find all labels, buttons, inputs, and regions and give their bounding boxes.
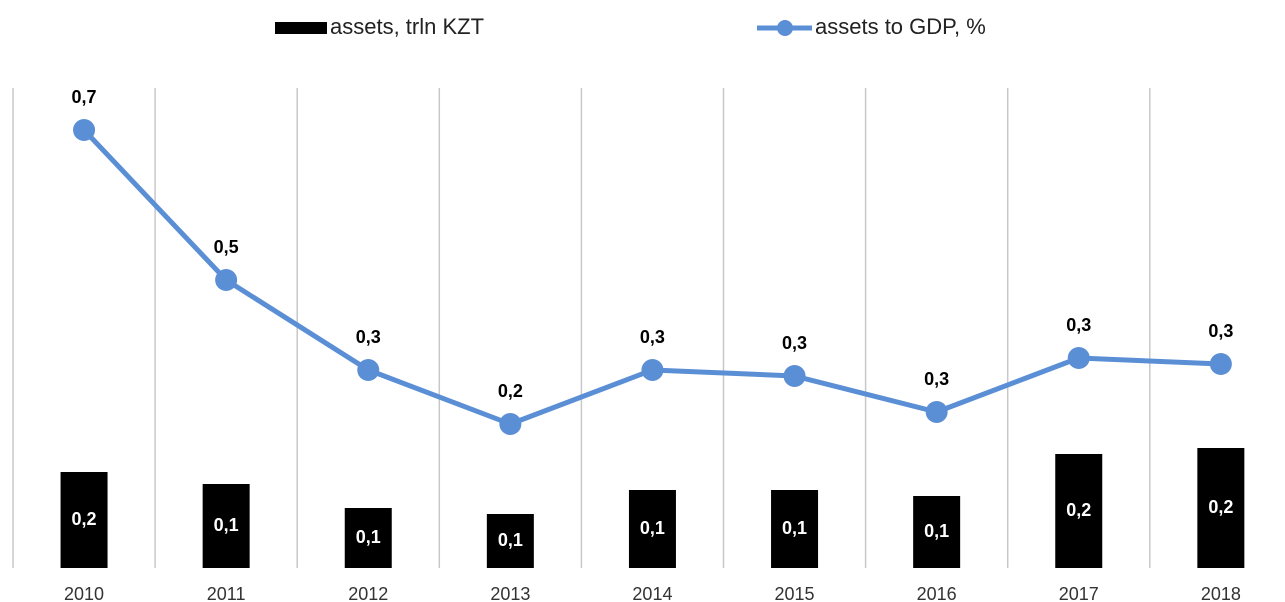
legend-swatch [275, 22, 327, 34]
bar-value-label: 0,1 [924, 521, 949, 541]
x-tick-label: 2017 [1059, 584, 1099, 602]
line-marker [215, 269, 238, 291]
x-tick-label: 2018 [1201, 584, 1241, 602]
line-marker [1209, 353, 1232, 375]
bar [1197, 448, 1245, 568]
line-value-label: 0,3 [782, 333, 807, 353]
bar-value-label: 0,1 [782, 518, 807, 538]
line-marker [357, 359, 380, 381]
bar [913, 496, 961, 568]
bar-value-label: 0,1 [214, 515, 239, 535]
line-marker [499, 413, 522, 435]
line-value-label: 0,7 [72, 87, 97, 107]
line-value-label: 0,3 [1208, 321, 1233, 341]
x-tick-label: 2014 [632, 584, 672, 602]
x-tick-label: 2012 [348, 584, 388, 602]
x-tick-label: 2016 [917, 584, 957, 602]
bar-value-label: 0,1 [640, 518, 665, 538]
bar [628, 490, 676, 568]
line-value-label: 0,3 [356, 327, 381, 347]
line-marker [1067, 347, 1090, 369]
bar [202, 484, 250, 568]
bar-value-label: 0,2 [72, 509, 97, 529]
line-value-label: 0,3 [640, 327, 665, 347]
bar [1055, 454, 1103, 568]
bar-value-label: 0,2 [1066, 500, 1091, 520]
legend-label: assets, trln KZT [330, 14, 484, 39]
bar [344, 508, 392, 568]
bar-value-label: 0,1 [498, 530, 523, 550]
line-marker [783, 365, 806, 387]
x-tick-label: 2015 [775, 584, 815, 602]
bar [771, 490, 819, 568]
x-tick-label: 2013 [490, 584, 530, 602]
line-marker [73, 119, 96, 141]
bar [486, 514, 534, 568]
x-tick-label: 2010 [64, 584, 104, 602]
line-marker [925, 401, 948, 423]
bar-value-label: 0,1 [356, 527, 381, 547]
line-marker [641, 359, 664, 381]
line-value-label: 0,3 [1066, 315, 1091, 335]
legend-label: assets to GDP, % [815, 14, 986, 39]
line-value-label: 0,3 [924, 369, 949, 389]
line-value-label: 0,5 [214, 237, 239, 257]
line-value-label: 0,2 [498, 381, 523, 401]
x-tick-label: 2011 [207, 584, 246, 602]
bar [60, 472, 108, 568]
bar-value-label: 0,2 [1208, 497, 1233, 517]
legend-swatch [777, 20, 793, 36]
